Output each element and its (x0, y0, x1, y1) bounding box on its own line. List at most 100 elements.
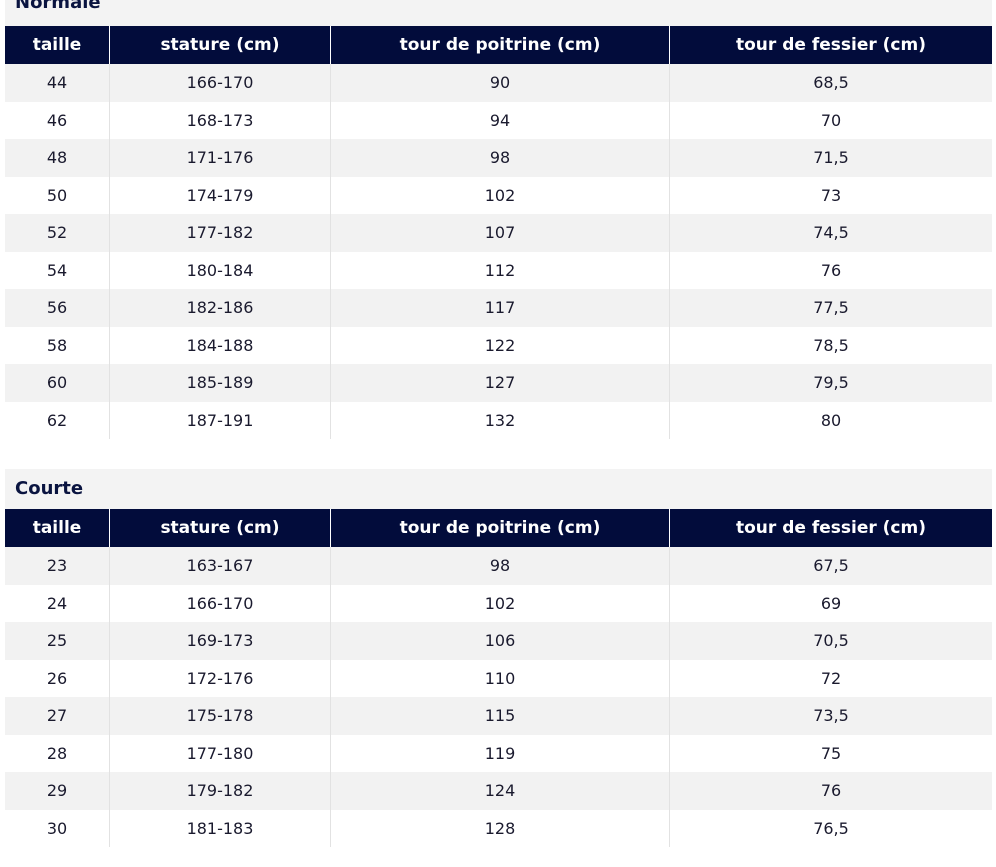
table-cell: 124 (331, 772, 670, 810)
table-header: taille stature (cm) tour de poitrine (cm) t… (5, 26, 992, 64)
table-row: 25 169-173 106 70,5 (5, 622, 992, 660)
table-cell: 184-188 (110, 326, 331, 364)
table-cell: 69 (820, 593, 842, 613)
table-cell: 79,5 (813, 373, 849, 393)
table-cell: 54 (5, 251, 110, 289)
table-cell: 107 (331, 214, 670, 252)
table-cell: 185-189 (110, 364, 331, 402)
table-cell: 102 (331, 584, 670, 622)
table-row: 50 174-179 102 73 (5, 176, 992, 214)
table-cell: 187-191 (110, 401, 331, 439)
table-cell: 174-179 (110, 176, 331, 214)
table-cell: 72 (820, 668, 842, 688)
table-cell: 94 (331, 101, 670, 139)
table-cell: 24 (5, 584, 110, 622)
table-row: 54 180-184 112 76 (5, 251, 992, 289)
table-cell: 122 (331, 326, 670, 364)
table-cell: 60 (5, 364, 110, 402)
table-cell: 172-176 (110, 659, 331, 697)
table-cell: 180-184 (110, 251, 331, 289)
table-cell: 73 (820, 185, 842, 205)
table-row: 27 175-178 115 73,5 (5, 697, 992, 735)
section-title: Courte (15, 478, 84, 499)
table-cell: 30 (5, 809, 110, 847)
table-cell: 90 (331, 64, 670, 102)
table-cell: 98 (331, 547, 670, 585)
table-cell: 168-173 (110, 101, 331, 139)
table-cell: 169-173 (110, 622, 331, 660)
header-cell: tour de poitrine (cm) (331, 509, 670, 547)
table-cell: 70 (820, 110, 842, 130)
table-cell: 46 (5, 101, 110, 139)
header-cell: tour de fessier (cm) (736, 35, 926, 55)
table-cell: 166-170 (110, 64, 331, 102)
table-row: 62 187-191 132 80 (5, 401, 992, 439)
table-cell: 76 (820, 781, 842, 801)
header-cell: taille (5, 26, 110, 64)
table-cell: 62 (5, 401, 110, 439)
section-band (5, 469, 992, 509)
header-cell: taille (5, 509, 110, 547)
table-cell: 102 (331, 176, 670, 214)
table-row: 29 179-182 124 76 (5, 772, 992, 810)
table-cell: 177-180 (110, 734, 331, 772)
table-cell: 68,5 (813, 73, 849, 93)
table-row: 58 184-188 122 78,5 (5, 326, 992, 364)
header-cell: tour de poitrine (cm) (331, 26, 670, 64)
table-row: 26 172-176 110 72 (5, 659, 992, 697)
section-band (5, 0, 992, 26)
table-cell: 74,5 (813, 223, 849, 243)
table-row: 30 181-183 128 76,5 (5, 809, 992, 847)
table-cell: 78,5 (813, 335, 849, 355)
table-cell: 52 (5, 214, 110, 252)
table-cell: 23 (5, 547, 110, 585)
table-cell: 70,5 (813, 631, 849, 651)
table-cell: 171-176 (110, 139, 331, 177)
table-row: 56 182-186 117 77,5 (5, 289, 992, 327)
section-title: Normale (15, 0, 101, 13)
table-cell: 76 (820, 260, 842, 280)
table-cell: 115 (331, 697, 670, 735)
table-row: 60 185-189 127 79,5 (5, 364, 992, 402)
header-cell: stature (cm) (110, 509, 331, 547)
table-cell: 71,5 (813, 148, 849, 168)
table-cell: 48 (5, 139, 110, 177)
table-cell: 106 (331, 622, 670, 660)
table-cell: 80 (820, 410, 842, 430)
table-cell: 132 (331, 401, 670, 439)
table-cell: 166-170 (110, 584, 331, 622)
table-cell: 163-167 (110, 547, 331, 585)
table-header: taille stature (cm) tour de poitrine (cm) t… (5, 509, 992, 547)
table-row: 44 166-170 90 68,5 (5, 64, 992, 102)
table-cell: 56 (5, 289, 110, 327)
header-cell: stature (cm) (110, 26, 331, 64)
table-cell: 117 (331, 289, 670, 327)
table-cell: 67,5 (813, 556, 849, 576)
table-cell: 127 (331, 364, 670, 402)
table-row: 52 177-182 107 74,5 (5, 214, 992, 252)
header-cell: tour de fessier (cm) (736, 518, 926, 538)
table-cell: 73,5 (813, 706, 849, 726)
table-cell: 50 (5, 176, 110, 214)
table-row: 46 168-173 94 70 (5, 101, 992, 139)
table-cell: 28 (5, 734, 110, 772)
table-cell: 110 (331, 659, 670, 697)
table-cell: 175-178 (110, 697, 331, 735)
table-cell: 29 (5, 772, 110, 810)
table-cell: 112 (331, 251, 670, 289)
table-cell: 75 (820, 743, 842, 763)
table-cell: 76,5 (813, 818, 849, 838)
table-cell: 181-183 (110, 809, 331, 847)
table-cell: 77,5 (813, 298, 849, 318)
table-row: 23 163-167 98 67,5 (5, 547, 992, 585)
table-cell: 128 (331, 809, 670, 847)
table-cell: 58 (5, 326, 110, 364)
table-cell: 119 (331, 734, 670, 772)
table-cell: 182-186 (110, 289, 331, 327)
table-cell: 44 (5, 64, 110, 102)
table-row: 48 171-176 98 71,5 (5, 139, 992, 177)
table-row: 24 166-170 102 69 (5, 584, 992, 622)
table-cell: 27 (5, 697, 110, 735)
table-cell: 26 (5, 659, 110, 697)
